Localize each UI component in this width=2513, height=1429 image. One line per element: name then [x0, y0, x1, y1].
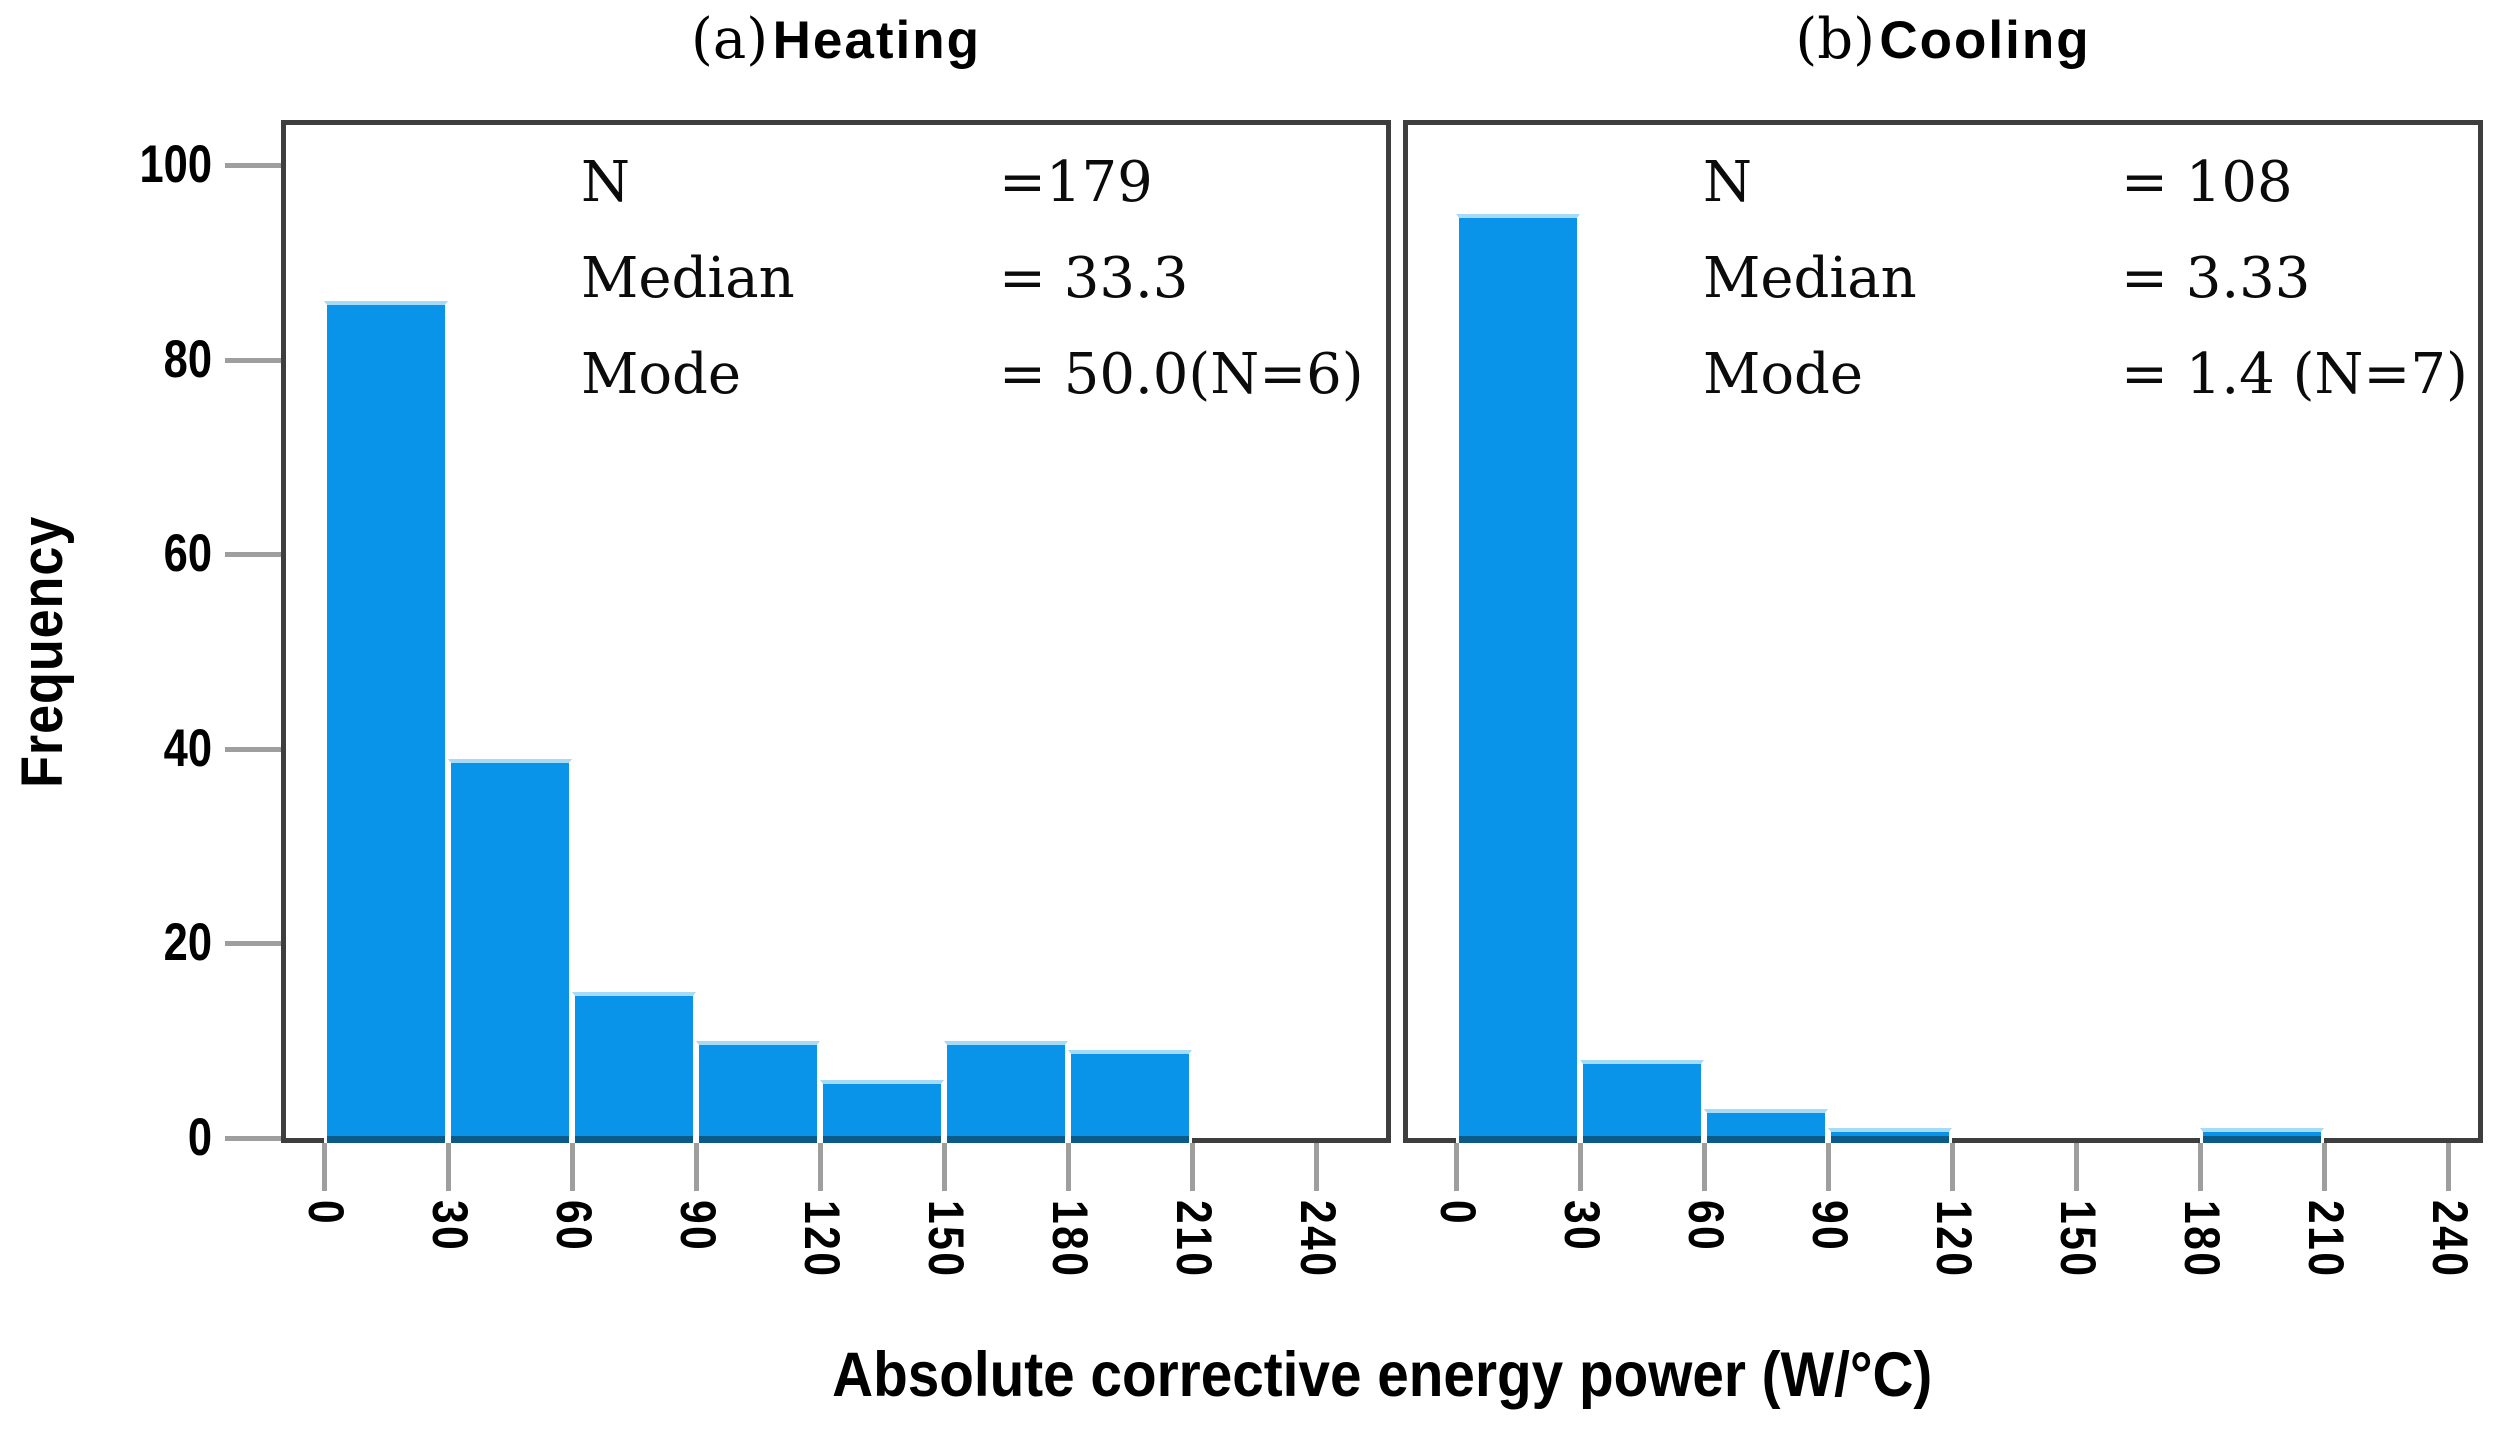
- stat-label-median: Median: [581, 246, 795, 311]
- stat-value-n: = 108: [2121, 150, 2293, 215]
- stat-row: Mode = 1.4 (N=7): [1703, 327, 2473, 423]
- x-tick-mark: [1950, 1143, 1955, 1191]
- x-tick-mark: [2198, 1143, 2203, 1191]
- x-tick-mark: [446, 1143, 451, 1191]
- stat-value-mode: = 50.0(N=6): [999, 342, 1364, 407]
- x-tick-mark: [1826, 1143, 1831, 1191]
- plot-area-cooling: N = 108 Median = 3.33 Mode = 1.4 (N=7) 0…: [1403, 120, 2483, 1279]
- histogram-bar-0-30: [324, 301, 448, 1143]
- x-tick-mark: [1454, 1143, 1459, 1191]
- stat-value-median: = 33.3: [999, 246, 1189, 311]
- x-tick-mark: [694, 1143, 699, 1191]
- x-tick-label: 150: [2050, 1200, 2106, 1279]
- histogram-bar-60-90: [572, 992, 696, 1143]
- stat-value-mode: = 1.4 (N=7): [2121, 342, 2468, 407]
- y-tick-label: 0: [187, 1108, 212, 1167]
- x-tick-label: 150: [918, 1200, 974, 1279]
- x-tick-label: 30: [422, 1200, 478, 1253]
- x-tick-mark: [2446, 1143, 2451, 1191]
- x-tick-mark: [570, 1143, 575, 1191]
- stat-row: Median = 33.3: [581, 231, 1351, 327]
- x-tick-label: 0: [298, 1200, 354, 1227]
- x-tick-mark: [1190, 1143, 1195, 1191]
- histogram-bar-180-210: [1068, 1050, 1192, 1143]
- y-tick-mark: [225, 163, 281, 168]
- y-tick-label: 20: [163, 913, 212, 973]
- plot-area-heating: N =179 Median = 33.3 Mode = 50.0(N=6) 0 3…: [225, 120, 1391, 1279]
- x-tick-mark: [1314, 1143, 1319, 1191]
- x-tick-label: 210: [1166, 1200, 1222, 1279]
- x-tick-mark: [322, 1143, 327, 1191]
- histogram-bar-90-120: [1828, 1128, 1952, 1143]
- x-tick-mark: [2322, 1143, 2327, 1191]
- stat-row: Median = 3.33: [1703, 231, 2473, 327]
- panel-b-title-label: Cooling: [1879, 11, 2091, 70]
- y-tick-mark: [225, 1136, 281, 1141]
- stat-value-median: = 3.33: [2121, 246, 2311, 311]
- x-tick-label: 60: [546, 1200, 602, 1253]
- stat-row: N =179: [581, 135, 1351, 231]
- x-tick-label: 90: [1802, 1200, 1858, 1253]
- stat-label-n: N: [1703, 150, 1752, 215]
- y-tick-label: 60: [163, 524, 212, 584]
- x-tick-label: 240: [2422, 1200, 2478, 1279]
- histogram-bar-30-60: [1580, 1060, 1704, 1143]
- panel-a-title: (a) Heating: [281, 2, 1391, 82]
- x-tick-label: 0: [1430, 1200, 1486, 1227]
- x-tick-mark: [942, 1143, 947, 1191]
- y-axis-label: Frequency: [10, 515, 75, 789]
- x-tick-mark: [1578, 1143, 1583, 1191]
- stats-block-heating: N =179 Median = 33.3 Mode = 50.0(N=6): [581, 135, 1364, 423]
- x-tick-label: 60: [1678, 1200, 1734, 1253]
- histogram-bar-60-90: [1704, 1109, 1828, 1143]
- panel-a-title-prefix: (a): [691, 7, 769, 72]
- x-tick-label: 180: [1042, 1200, 1098, 1279]
- histogram-bar-180-210: [2200, 1128, 2324, 1143]
- histogram-bar-0-30: [1456, 214, 1580, 1143]
- y-tick-mark: [225, 357, 281, 363]
- x-tick-mark: [2074, 1143, 2079, 1191]
- y-tick-mark: [225, 746, 281, 752]
- x-tick-label: 120: [794, 1200, 850, 1279]
- y-tick-mark: [225, 552, 281, 558]
- panel-b-title-prefix: (b): [1795, 7, 1875, 72]
- x-tick-label: 120: [1926, 1200, 1982, 1279]
- stat-label-mode: Mode: [581, 342, 742, 407]
- x-tick-mark: [1066, 1143, 1071, 1191]
- panel-a-title-label: Heating: [772, 11, 981, 70]
- x-tick-label: 180: [2174, 1200, 2230, 1279]
- histogram-bar-90-120: [696, 1041, 820, 1143]
- panel-b-title: (b) Cooling: [1403, 2, 2483, 82]
- y-tick-label: 100: [139, 135, 212, 194]
- stat-label-median: Median: [1703, 246, 1917, 311]
- stat-value-n: =179: [999, 150, 1153, 215]
- histogram-bar-150-180: [944, 1041, 1068, 1143]
- stats-block-cooling: N = 108 Median = 3.33 Mode = 1.4 (N=7): [1703, 135, 2473, 423]
- stat-row: Mode = 50.0(N=6): [581, 327, 1364, 423]
- stat-label-mode: Mode: [1703, 342, 1864, 407]
- x-tick-mark: [818, 1143, 823, 1191]
- x-axis-label: Absolute corrective energy power (W/°C): [831, 1340, 1933, 1410]
- y-tick-mark: [225, 941, 281, 947]
- stat-label-n: N: [581, 150, 630, 215]
- x-tick-label: 240: [1290, 1200, 1346, 1279]
- histogram-bar-30-60: [448, 759, 572, 1143]
- stat-row: N = 108: [1703, 135, 2473, 231]
- y-tick-label: 40: [163, 718, 212, 778]
- x-tick-label: 30: [1554, 1200, 1610, 1253]
- x-tick-label: 90: [670, 1200, 726, 1253]
- y-tick-label: 80: [163, 329, 212, 389]
- x-tick-mark: [1702, 1143, 1707, 1191]
- histogram-bar-120-150: [820, 1080, 944, 1143]
- x-tick-label: 210: [2298, 1200, 2354, 1279]
